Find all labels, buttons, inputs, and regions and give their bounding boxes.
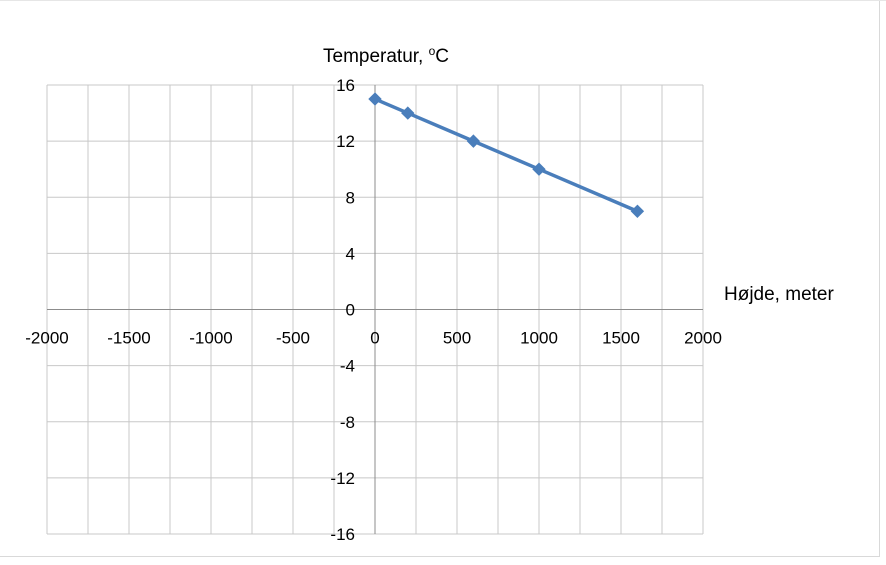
chart-border-top <box>0 0 886 1</box>
data-point-marker <box>630 204 645 218</box>
x-tick-label: -500 <box>276 329 310 348</box>
y-tick-label: 8 <box>346 188 355 207</box>
y-tick-label: -8 <box>340 413 355 432</box>
x-tick-label: -1500 <box>107 329 150 348</box>
x-axis-title: Højde, meter <box>724 284 834 305</box>
x-tick-label: 2000 <box>684 329 722 348</box>
x-tick-label: 1500 <box>602 329 640 348</box>
x-tick-label: -2000 <box>25 329 68 348</box>
y-tick-label: 16 <box>336 76 355 95</box>
axes <box>47 85 703 534</box>
data-point-marker <box>368 92 382 106</box>
y-tick-label: -16 <box>330 525 355 544</box>
x-tick-label: -1000 <box>189 329 232 348</box>
x-tick-label: 0 <box>370 329 379 348</box>
data-point-marker <box>401 106 415 120</box>
y-tick-label: 12 <box>336 132 355 151</box>
series-group <box>368 92 645 218</box>
y-tick-label: 0 <box>346 301 355 320</box>
x-tick-labels: -2000 -1500 -1000 -500 0 500 1000 1500 2000 <box>25 329 722 348</box>
x-tick-label: 500 <box>443 329 471 348</box>
data-point-marker <box>532 162 546 176</box>
y-tick-label: -12 <box>330 469 355 488</box>
y-tick-labels: 16 12 8 4 0 -4 -8 -12 -16 <box>330 76 355 544</box>
series-line <box>374 97 639 213</box>
y-axis-title: Temperatur, oC <box>323 44 449 67</box>
y-tick-label: -4 <box>340 357 355 376</box>
data-point-marker <box>466 134 481 148</box>
x-tick-label: 1000 <box>520 329 558 348</box>
chart-frame <box>0 0 880 557</box>
y-tick-label: 4 <box>346 244 355 263</box>
